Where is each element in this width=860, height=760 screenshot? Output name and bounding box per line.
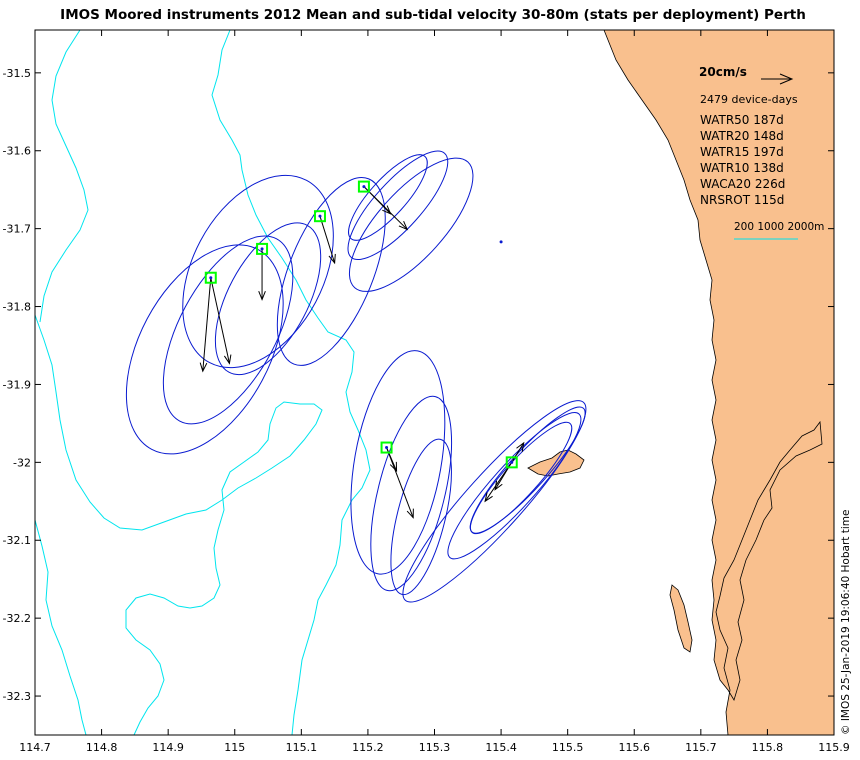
device-days-label: 2479 device-days xyxy=(700,93,798,106)
y-tick-label: -32.1 xyxy=(3,534,31,547)
y-axis: -31.5 -31.6 -31.7 -31.8 -31.9 -32 -32.1 -32.2 -3… xyxy=(3,67,834,703)
x-axis: 114.7 114.8 114.9 115 115.1 115.2 115.3 115.4 11… xyxy=(19,30,850,754)
arrow-watr50 xyxy=(199,277,212,373)
station-dot xyxy=(362,185,366,189)
station-watr15 xyxy=(313,210,326,223)
y-tick-label: -31.9 xyxy=(3,378,31,391)
land-mainland xyxy=(603,29,835,736)
isobath-2000m-south xyxy=(34,519,87,736)
y-tick-label: -31.5 xyxy=(3,67,31,80)
ellipse-watr10 xyxy=(348,157,474,292)
x-tick-label: 115.8 xyxy=(752,741,784,754)
y-tick-label: -31.8 xyxy=(3,301,31,314)
x-tick-label: 115.5 xyxy=(552,741,584,754)
y-tick-label: -31.7 xyxy=(3,223,31,236)
x-tick-label: 115 xyxy=(224,741,245,754)
isobath-200m xyxy=(211,29,371,736)
ellipse-nrsrot xyxy=(469,421,573,535)
deployment-0: WATR50 187d xyxy=(700,113,784,127)
x-tick-label: 115.7 xyxy=(685,741,717,754)
isobath-2000m xyxy=(39,29,89,323)
station-dot xyxy=(260,247,264,251)
y-tick-label: -31.6 xyxy=(3,145,31,158)
y-tick-label: -32 xyxy=(13,456,31,469)
deployment-3: WATR10 138d xyxy=(700,161,784,175)
station-waca20 xyxy=(380,441,393,454)
x-tick-label: 114.7 xyxy=(19,741,51,754)
x-tick-label: 114.8 xyxy=(86,741,118,754)
x-tick-label: 115.4 xyxy=(485,741,517,754)
arrow-nrsrot xyxy=(511,441,525,463)
ellipse-waca20 xyxy=(350,350,446,575)
land-garden-island xyxy=(669,584,693,653)
station-dot xyxy=(318,214,322,218)
timestamp-label: © IMOS 25-Jan-2019 19:06:40 Hobart time xyxy=(840,510,852,735)
chart-title: IMOS Moored instruments 2012 Mean and su… xyxy=(60,7,806,23)
x-tick-label: 114.9 xyxy=(152,741,184,754)
velocity-arrows xyxy=(199,186,525,519)
y-tick-label: -32.2 xyxy=(3,612,31,625)
arrow-waca20 xyxy=(386,447,414,519)
ellipse-nrsrot xyxy=(402,400,587,603)
deployment-5: NRSROT 115d xyxy=(700,193,784,207)
isobath-legend-label: 200 1000 2000m xyxy=(734,221,824,233)
ellipse-watr20 xyxy=(182,174,334,369)
station-dot xyxy=(385,446,389,450)
x-tick-label: 115.9 xyxy=(818,741,850,754)
isobaths xyxy=(34,29,371,736)
deployment-2: WATR15 197d xyxy=(700,145,784,159)
arrow-watr15 xyxy=(319,216,336,265)
deployment-4: WACA20 226d xyxy=(700,177,785,191)
arrow-watr50 xyxy=(210,277,232,365)
station-watr20 xyxy=(256,242,269,255)
station-watr10 xyxy=(357,180,370,193)
arrow-watr10 xyxy=(363,186,409,231)
station-nrsrot xyxy=(505,456,518,469)
x-tick-label: 115.1 xyxy=(286,741,318,754)
mooring-dot xyxy=(499,240,503,244)
station-watr50 xyxy=(204,271,217,284)
arrow-watr20 xyxy=(258,248,266,301)
ellipse-watr15 xyxy=(276,177,386,366)
ellipse-nrsrot xyxy=(447,412,582,560)
ellipse-waca20 xyxy=(390,438,452,596)
station-dot xyxy=(209,276,213,280)
ellipse-watr50 xyxy=(162,235,294,425)
isobath-1000m xyxy=(34,314,323,736)
ellipse-waca20 xyxy=(370,395,453,592)
legend-panel: 20cm/s 2479 device-days WATR50 187d WATR… xyxy=(699,65,824,240)
station-markers xyxy=(204,180,518,469)
scale-arrow xyxy=(761,73,794,85)
x-tick-label: 115.6 xyxy=(619,741,651,754)
ellipse-watr10 xyxy=(347,150,449,261)
station-dot xyxy=(510,460,514,464)
ellipse-watr10 xyxy=(348,154,428,241)
map-background xyxy=(34,29,835,736)
scale-arrow-label: 20cm/s xyxy=(699,65,747,79)
x-tick-label: 115.3 xyxy=(419,741,451,754)
deployment-1: WATR20 148d xyxy=(700,129,784,143)
y-tick-label: -32.3 xyxy=(3,690,31,703)
x-tick-label: 115.2 xyxy=(352,741,384,754)
